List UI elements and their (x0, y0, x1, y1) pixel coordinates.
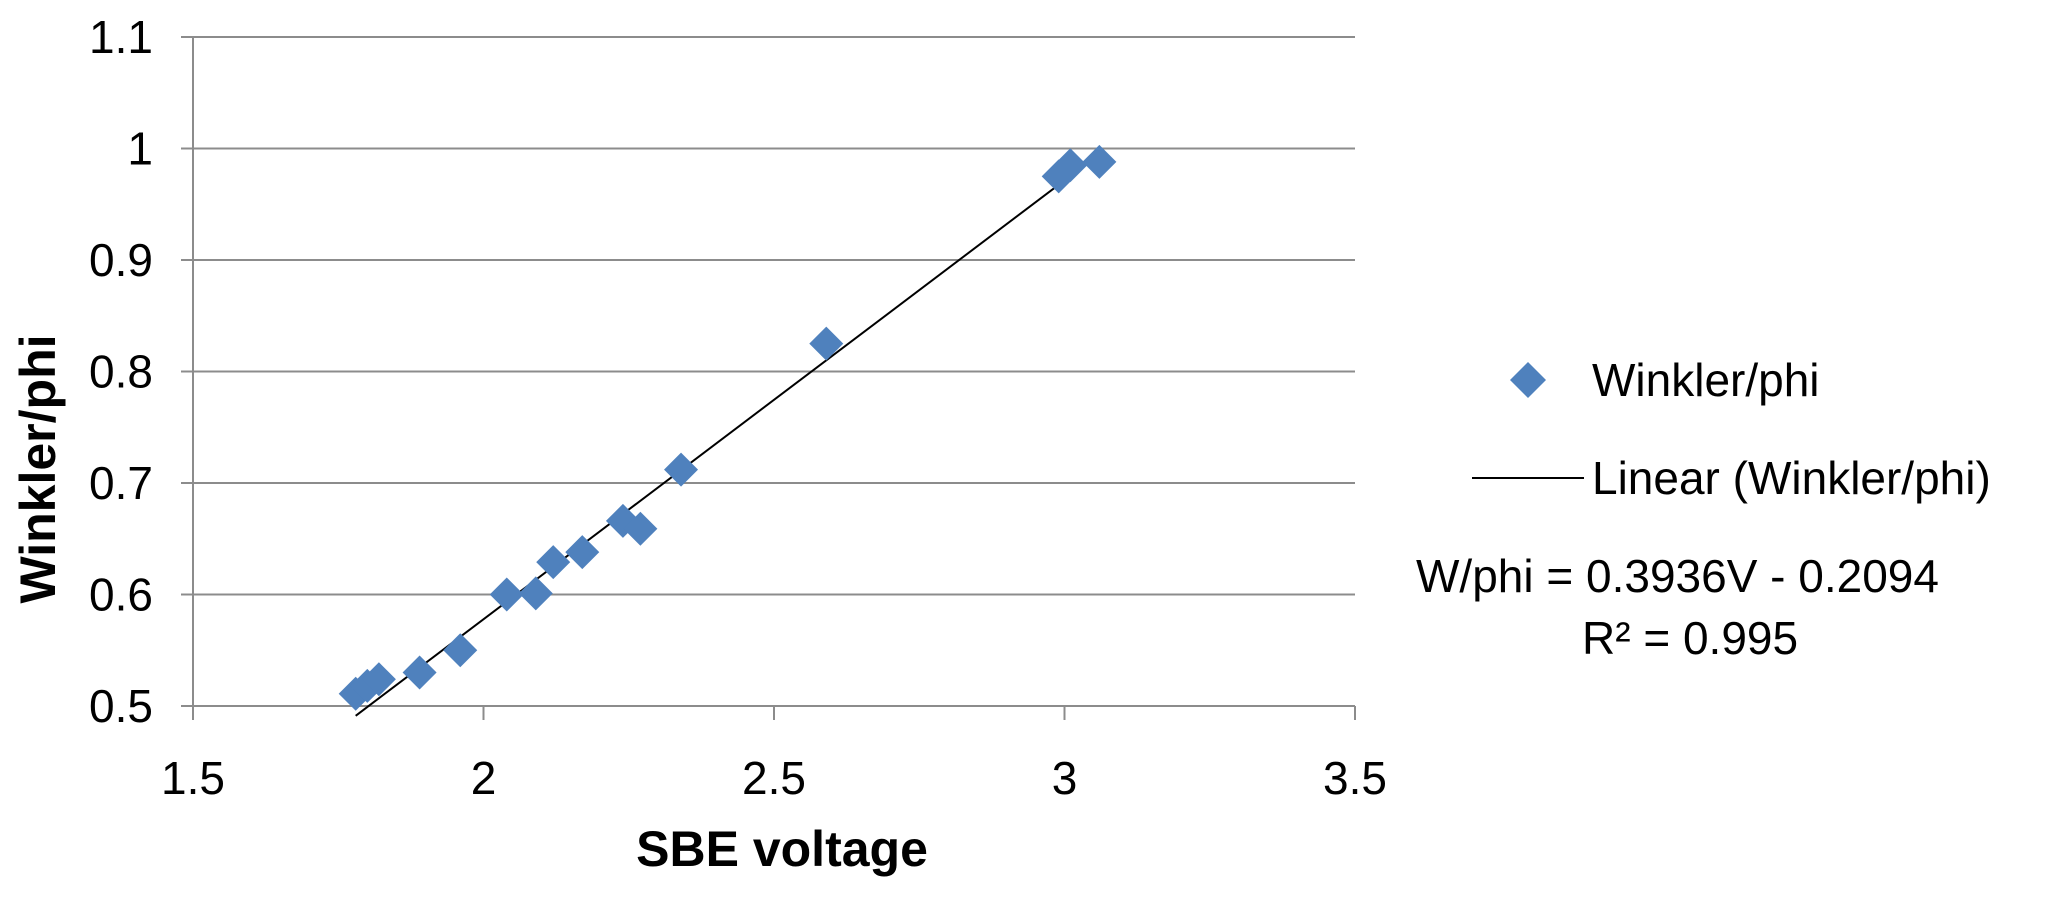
x-axis-title: SBE voltage (636, 821, 928, 877)
data-point (1053, 148, 1088, 183)
data-point (623, 511, 658, 546)
legend-label-trendline: Linear (Winkler/phi) (1592, 452, 1991, 504)
r-squared-label: R² = 0.995 (1582, 612, 1798, 664)
legend-label-series: Winkler/phi (1592, 354, 1820, 406)
x-tick-label: 1.5 (161, 752, 225, 804)
data-point (809, 326, 844, 361)
x-tick-label: 3.5 (1323, 752, 1387, 804)
y-tick-label: 0.8 (89, 346, 153, 398)
data-point (565, 535, 600, 570)
trendline-equation: W/phi = 0.3936V - 0.2094 (1416, 550, 1939, 602)
x-tick-label: 3 (1052, 752, 1078, 804)
data-point (489, 577, 524, 612)
y-tick-label: 0.7 (89, 457, 153, 509)
data-point (402, 655, 437, 690)
data-point (1082, 144, 1117, 179)
y-tick-label: 0.5 (89, 680, 153, 732)
axes (181, 36, 1356, 720)
x-tick-label: 2 (471, 752, 497, 804)
y-tick-label: 1 (127, 123, 153, 175)
data-point (518, 576, 553, 611)
y-axis-title: Winkler/phi (10, 334, 66, 603)
data-point (664, 452, 699, 487)
data-point (536, 545, 571, 580)
trendline-layer (355, 153, 1100, 717)
y-tick-label: 1.1 (89, 11, 153, 63)
data-point (361, 662, 396, 697)
x-tick-label: 2.5 (742, 752, 806, 804)
tick-labels: 0.5 0.6 0.7 0.8 0.9 1 1.1 1.5 2 2.5 3 3.5 (89, 11, 1387, 804)
y-tick-label: 0.6 (89, 569, 153, 621)
data-points (338, 144, 1117, 711)
trendline (355, 153, 1100, 717)
legend-marker-icon (1510, 362, 1546, 398)
data-point (443, 633, 478, 668)
y-tick-label: 0.9 (89, 234, 153, 286)
gridlines (193, 36, 1355, 596)
legend: Winkler/phi Linear (Winkler/phi) (1472, 354, 1991, 504)
